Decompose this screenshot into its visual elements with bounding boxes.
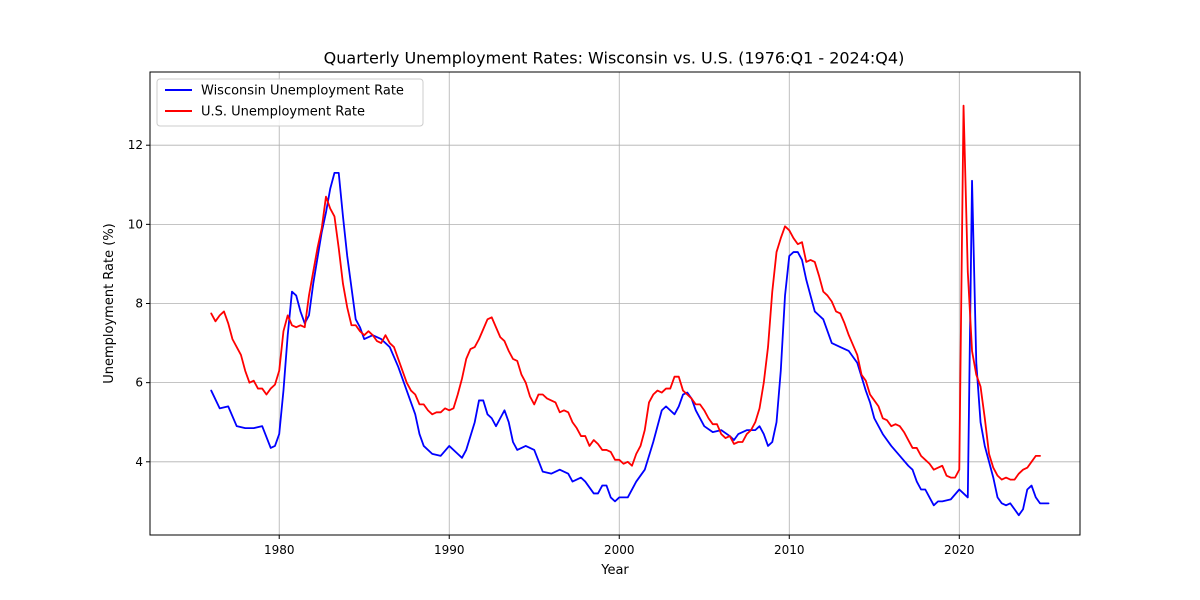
x-tick-label-1980: 1980 bbox=[264, 543, 295, 557]
legend-label-us: U.S. Unemployment Rate bbox=[201, 105, 365, 120]
x-tick-label-1990: 1990 bbox=[434, 543, 465, 557]
x-tick-label-2000: 2000 bbox=[604, 543, 635, 557]
y-tick-label-4: 4 bbox=[135, 455, 143, 469]
y-tick-label-6: 6 bbox=[135, 376, 143, 390]
chart-title: Quarterly Unemployment Rates: Wisconsin … bbox=[324, 49, 905, 68]
x-tick-label-2010: 2010 bbox=[774, 543, 805, 557]
y-tick-label-10: 10 bbox=[128, 217, 143, 231]
series-layer bbox=[210, 104, 1050, 517]
x-tick-label-2020: 2020 bbox=[944, 543, 975, 557]
y-tick-label-12: 12 bbox=[128, 138, 143, 152]
y-axis-label: Unemployment Rate (%) bbox=[102, 223, 117, 384]
y-tick-label-8: 8 bbox=[135, 297, 143, 311]
legend-box bbox=[156, 78, 424, 127]
legend: Wisconsin Unemployment Rate U.S. Unemplo… bbox=[156, 78, 424, 127]
axis-ticks: 1980 1990 2000 2010 2020 4 6 8 10 12 bbox=[128, 138, 975, 557]
legend-label-wisconsin: Wisconsin Unemployment Rate bbox=[201, 84, 404, 99]
series-line-wisconsin bbox=[210, 172, 1050, 517]
series-line-us bbox=[210, 104, 1041, 481]
grid-lines bbox=[150, 72, 1080, 535]
x-axis-label: Year bbox=[600, 563, 629, 578]
